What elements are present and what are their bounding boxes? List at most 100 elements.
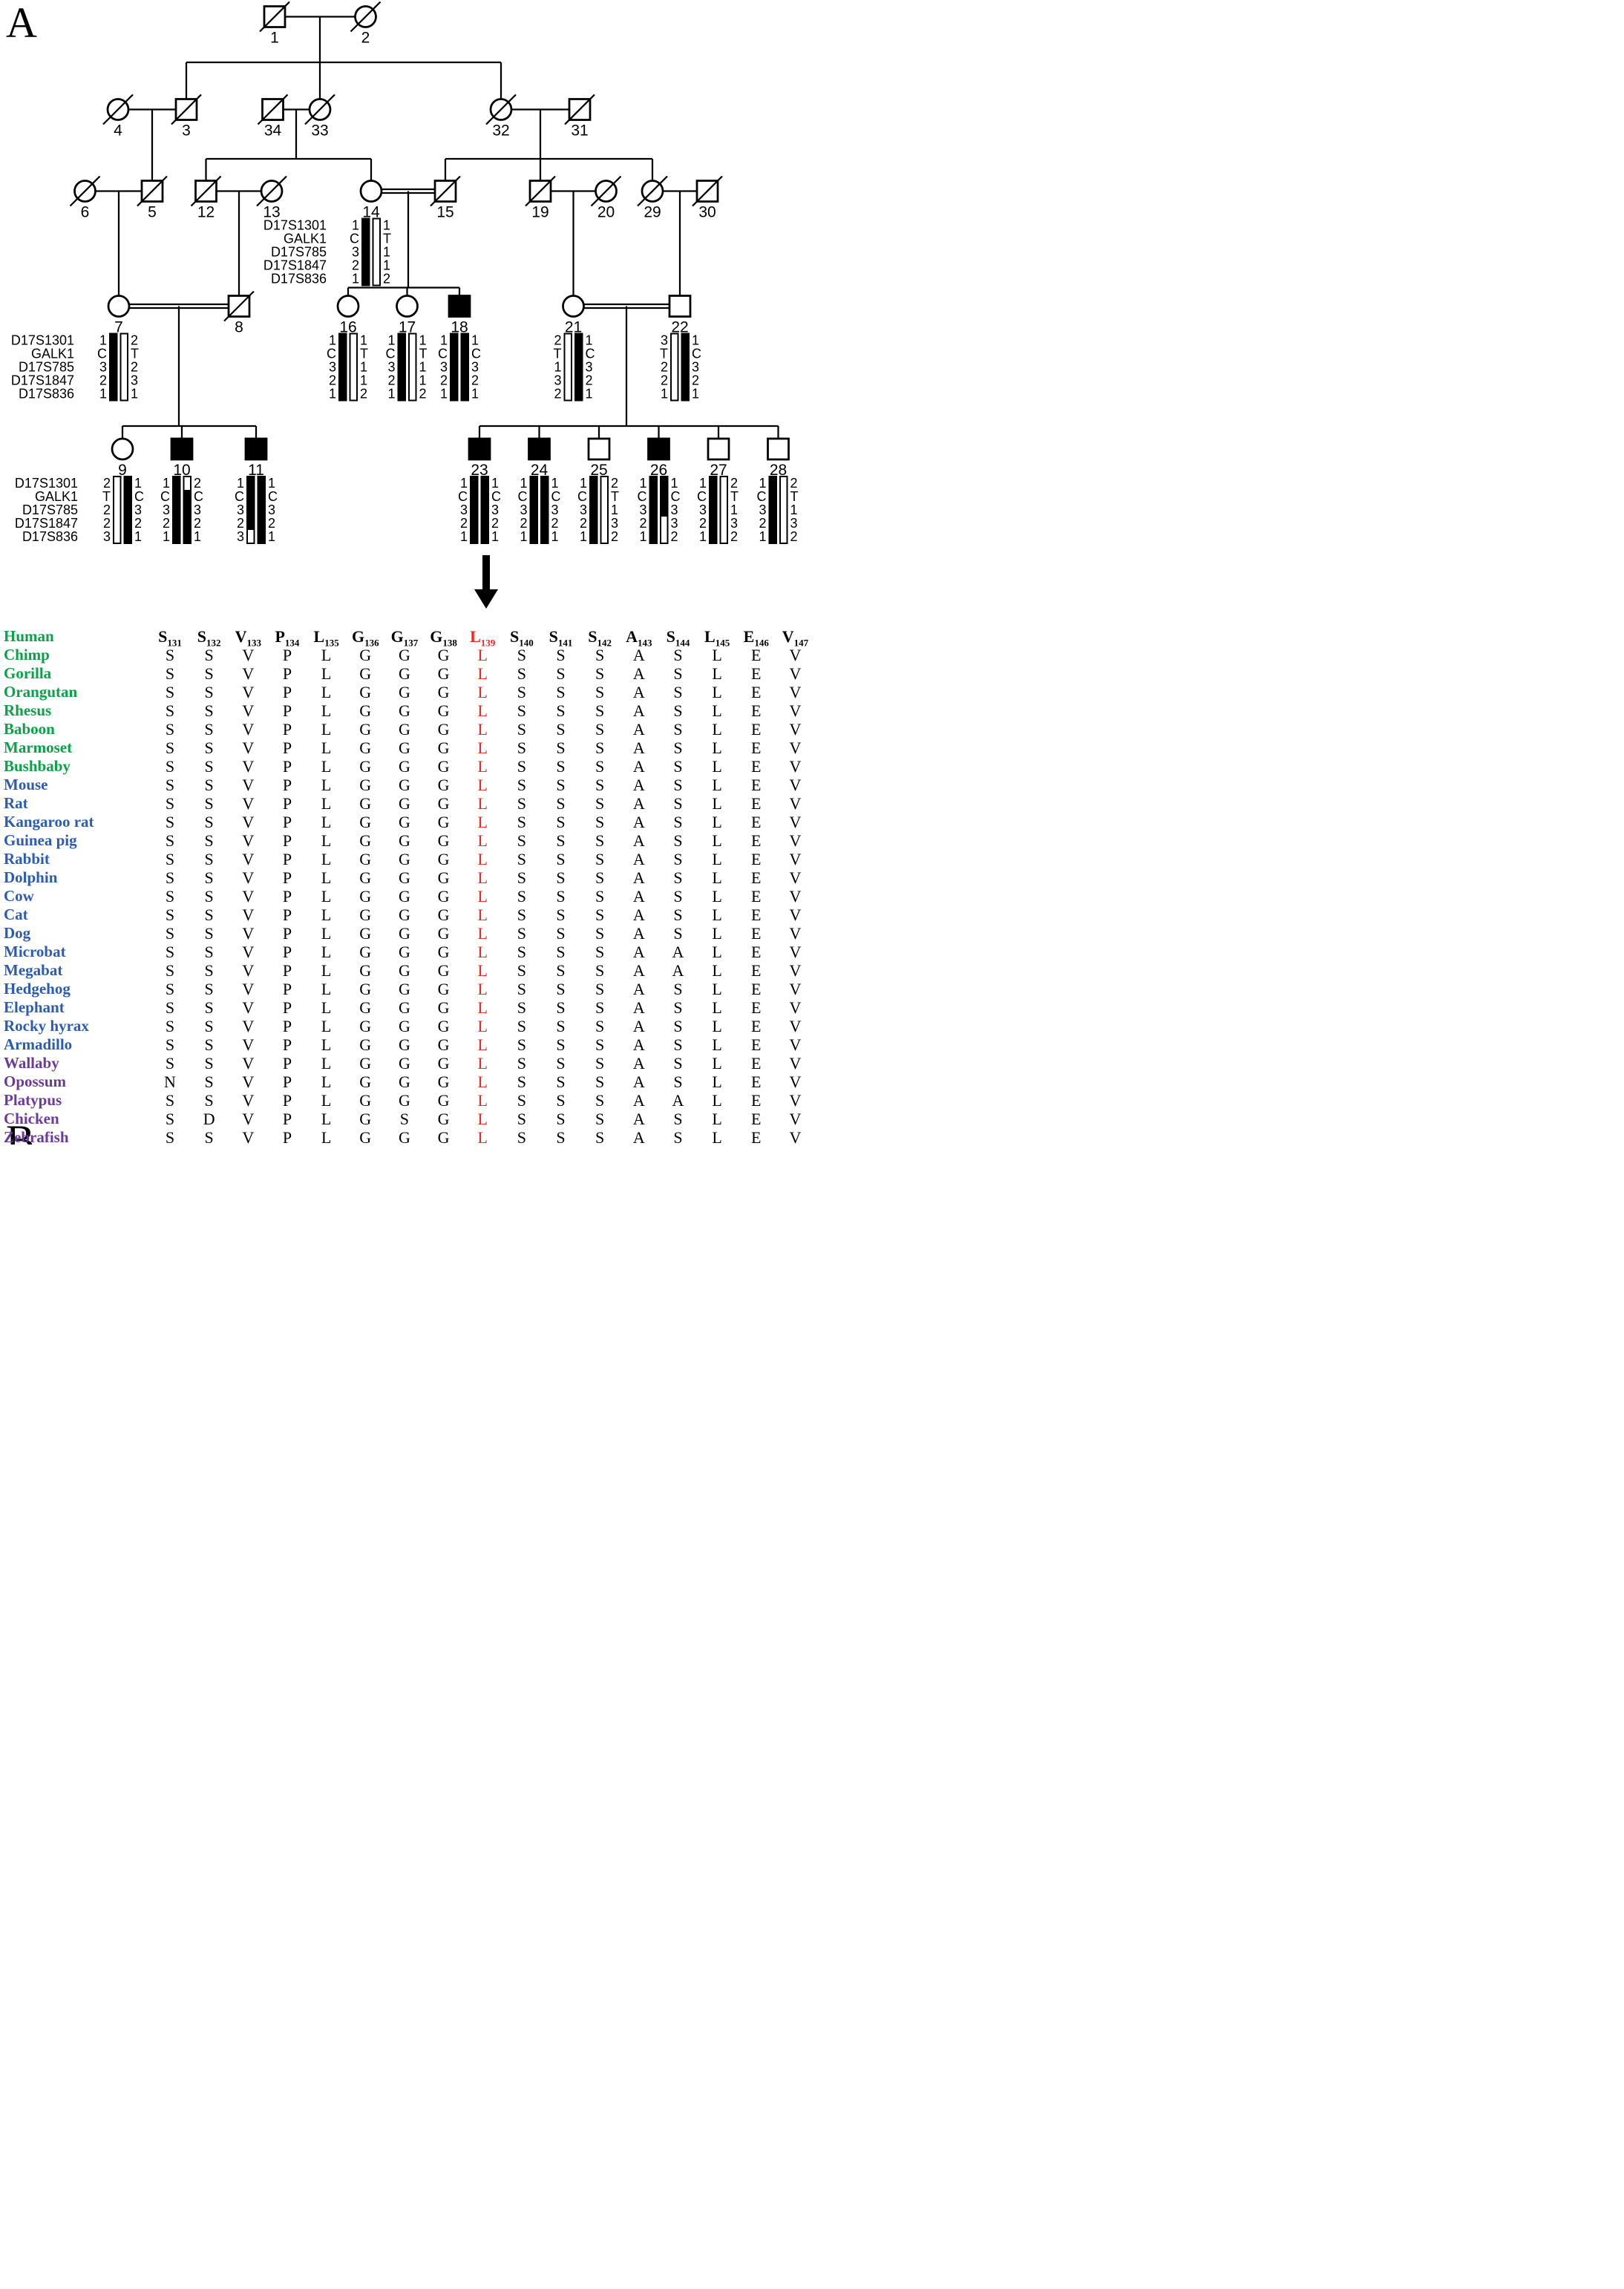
haplotype-bar-segment xyxy=(661,530,668,543)
residue-cell: G xyxy=(359,831,372,850)
allele-value: 1 xyxy=(699,476,707,491)
individual-6-number: 6 xyxy=(81,204,90,221)
allele-value: 1 xyxy=(360,333,367,348)
residue-cell: V xyxy=(242,719,255,739)
residue-cell: V xyxy=(789,756,802,776)
haplotype-bar-segment xyxy=(350,373,357,387)
residue-cell: S xyxy=(556,682,566,701)
allele-value: 1 xyxy=(383,245,390,260)
individual-8-number: 8 xyxy=(235,319,243,336)
haplotype-bar-outline xyxy=(372,217,381,286)
residue-cell: L xyxy=(477,923,488,943)
haplotype-bar-segment xyxy=(373,272,380,286)
allele-value: 3 xyxy=(551,502,559,517)
haplotype-bar-segment xyxy=(481,517,488,530)
haplotype-bar-segment xyxy=(769,517,776,530)
individual-33-number: 33 xyxy=(311,122,328,140)
residue-cell: A xyxy=(632,793,645,813)
haplotype-bar-outline xyxy=(123,476,132,544)
allele-value: 1 xyxy=(134,476,142,491)
species-label: Cat xyxy=(4,905,28,923)
haplotype-bar-outline xyxy=(681,333,690,402)
residue-cell: A xyxy=(632,719,645,739)
residue-header-cell: L145 xyxy=(704,626,730,648)
species-label: Gorilla xyxy=(4,664,52,682)
haplotype-bar-segment xyxy=(124,530,131,543)
haplotype-bar-segment xyxy=(110,360,117,374)
residue-cell: S xyxy=(517,849,526,868)
residue-cell: S xyxy=(204,756,214,776)
residue-cell: S xyxy=(556,1127,566,1145)
deceased-slash xyxy=(304,94,335,125)
haplotype-bar-segment xyxy=(671,347,678,361)
haplotype-bar-segment xyxy=(600,530,608,543)
residue-cell: S xyxy=(673,979,683,998)
haplotype-bar-outline xyxy=(480,476,489,544)
allele-value: 1 xyxy=(360,360,367,375)
residue-cell: A xyxy=(632,701,645,720)
haplotype-bar-segment xyxy=(471,530,478,543)
haplotype-bar-outline xyxy=(183,476,191,544)
haplotype-bar-segment xyxy=(398,347,405,361)
allele-value: 2 xyxy=(730,529,738,544)
haplotype-bar-segment xyxy=(258,490,265,503)
species-label: Hedgehog xyxy=(4,979,71,998)
allele-value: C xyxy=(577,489,587,504)
deceased-slash xyxy=(350,1,382,33)
haplotype-bar-segment xyxy=(339,333,347,347)
residue-cell: E xyxy=(751,923,762,943)
alignment-row: Marmoset S S V P L G G G L S S S A S L E V xyxy=(0,739,812,758)
alignment-row: Cow S S V P L G G G L S S S A S L E V xyxy=(0,887,812,906)
residue-cell: S xyxy=(165,738,175,757)
haplotype-bar-segment xyxy=(398,360,405,374)
haplotype-bar-segment xyxy=(362,218,370,232)
haplotype-bar-segment xyxy=(769,530,776,543)
allele-value: 1 xyxy=(661,387,668,402)
alignment-row: Bushbaby S S V P L G G G L S S S A S L E V xyxy=(0,757,812,776)
individual-7-female-symbol xyxy=(107,295,131,318)
panel-b: B Human S131 S132 V133 P134 L135 G136 G137 G138 L… xyxy=(0,555,812,1145)
haplotype-bar-segment xyxy=(114,517,121,530)
allele-value: C xyxy=(638,489,647,504)
residue-cell: G xyxy=(398,942,410,961)
residue-cell: S xyxy=(517,793,526,813)
alignment-row: Guinea pig S S V P L G G G L S S S A S L E V xyxy=(0,831,812,851)
species-label: Opossum xyxy=(4,1072,67,1090)
haplotype-bar-segment xyxy=(681,347,689,361)
haplotype-bar-segment xyxy=(362,258,370,272)
allele-value: 2 xyxy=(491,516,499,531)
residue-cell: S xyxy=(556,960,566,980)
allele-value: 3 xyxy=(471,360,479,375)
residue-cell: S xyxy=(517,886,526,906)
residue-cell: V xyxy=(789,1109,802,1128)
residue-cell: S xyxy=(556,1016,566,1035)
marker-label: D17S1847 xyxy=(11,373,74,388)
residue-cell: S xyxy=(517,998,526,1017)
allele-value: 2 xyxy=(383,272,390,286)
allele-value: 1 xyxy=(440,387,448,402)
allele-value: T xyxy=(383,232,391,246)
residue-header-cell: L135 xyxy=(313,626,339,648)
residue-cell: S xyxy=(165,756,175,776)
residue-cell: S xyxy=(204,645,214,664)
residue-header-cell: G137 xyxy=(390,626,419,648)
residue-cell: S xyxy=(165,682,175,701)
residue-cell: L xyxy=(321,756,332,776)
residue-cell: E xyxy=(751,645,762,664)
allele-value: C xyxy=(551,489,561,504)
allele-value: 1 xyxy=(491,529,499,544)
residue-cell: S xyxy=(673,738,683,757)
haplotype-bar-segment xyxy=(373,245,380,259)
residue-cell: S xyxy=(595,701,605,720)
individual-18-number: 18 xyxy=(451,319,468,336)
residue-cell: G xyxy=(398,831,410,850)
haplotype-bar-segment xyxy=(661,503,668,517)
allele-value: 2 xyxy=(554,387,561,402)
residue-cell: S xyxy=(595,645,605,664)
residue-cell: S xyxy=(673,719,683,739)
residue-cell: S xyxy=(673,701,683,720)
residue-cell: S xyxy=(517,738,526,757)
allele-value: 1 xyxy=(554,360,561,375)
residue-cell: G xyxy=(359,905,372,924)
haplotype-bar-segment xyxy=(339,347,347,361)
